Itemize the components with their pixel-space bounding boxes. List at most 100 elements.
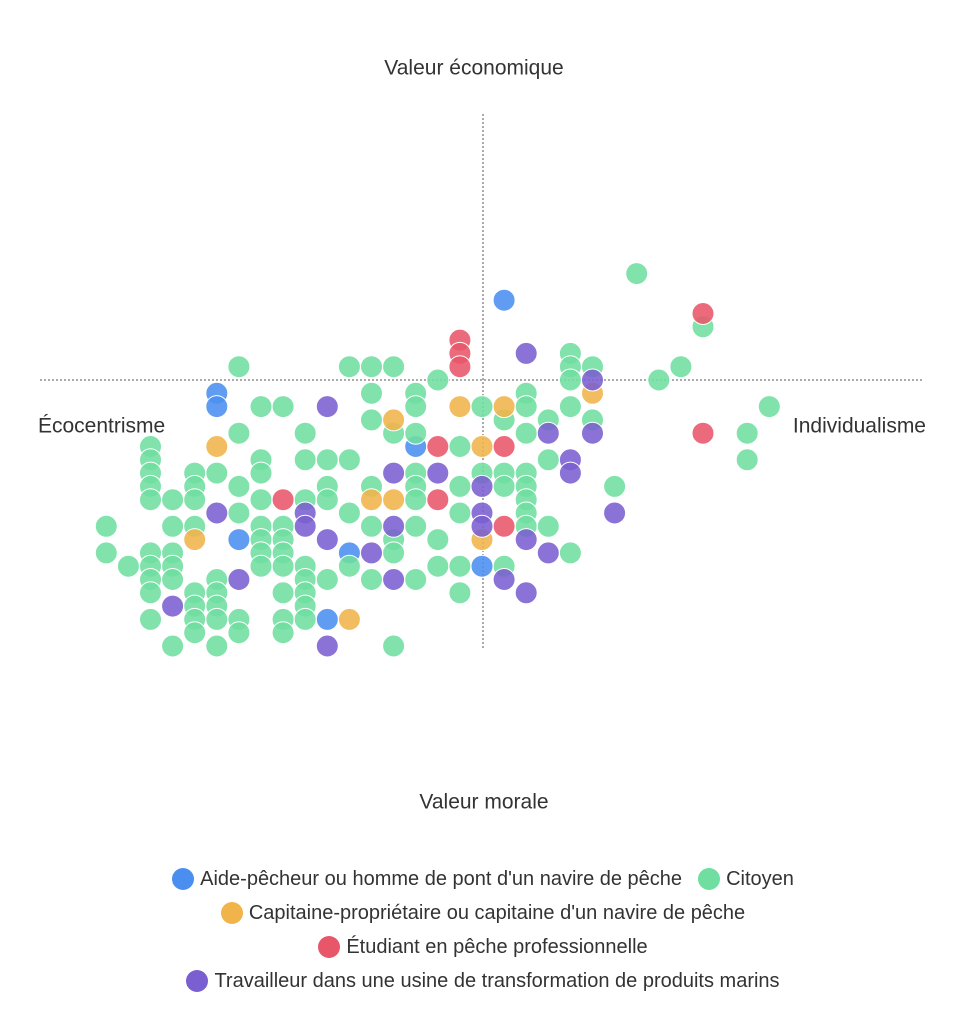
point <box>315 528 339 552</box>
point <box>360 541 383 565</box>
legend-item: Étudiant en pêche professionnelle <box>318 930 648 964</box>
point <box>404 421 428 445</box>
point <box>205 461 229 485</box>
point <box>514 421 538 445</box>
legend-item: Capitaine-propriétaire ou capitaine d'un… <box>220 896 746 930</box>
point <box>337 607 361 631</box>
point <box>492 474 516 498</box>
point <box>448 395 472 419</box>
legend-item: Citoyen <box>698 862 794 896</box>
point <box>161 514 185 538</box>
point <box>315 607 339 631</box>
point <box>337 501 361 525</box>
point <box>227 621 251 645</box>
point <box>249 554 273 578</box>
point <box>647 368 671 392</box>
point <box>139 488 162 512</box>
point <box>470 395 494 419</box>
point <box>514 395 538 419</box>
point <box>448 581 472 605</box>
point <box>492 514 516 538</box>
legend: Aide-pêcheur ou homme de pont d'un navir… <box>123 862 843 998</box>
point <box>271 581 295 605</box>
point <box>360 408 383 432</box>
point <box>735 448 759 472</box>
point <box>360 488 383 512</box>
point <box>536 448 560 472</box>
point <box>271 395 295 419</box>
legend-label: Travailleur dans une usine de transforma… <box>214 969 780 992</box>
point <box>337 448 361 472</box>
points <box>94 262 781 658</box>
point <box>514 528 538 552</box>
point <box>360 568 383 591</box>
point <box>536 421 560 445</box>
point <box>227 474 251 498</box>
point <box>536 514 560 538</box>
point <box>404 488 428 512</box>
left-label: Écocentrisme <box>38 415 165 438</box>
point <box>360 381 383 405</box>
point <box>603 474 627 498</box>
point <box>382 408 406 432</box>
point <box>293 514 317 538</box>
legend-swatch <box>698 868 721 890</box>
point <box>691 302 715 325</box>
point <box>360 355 383 379</box>
legend-item: Aide-pêcheur ou homme de pont d'un navir… <box>172 862 682 896</box>
point <box>249 395 273 419</box>
point <box>514 581 538 605</box>
point <box>470 514 494 538</box>
point <box>205 395 229 419</box>
chart-title: Valeur économique <box>384 57 563 80</box>
point <box>227 501 251 525</box>
point <box>382 514 406 538</box>
point <box>293 448 317 472</box>
point <box>205 501 229 525</box>
point <box>293 421 317 445</box>
point <box>382 488 406 512</box>
legend-swatch <box>318 936 341 958</box>
point <box>94 541 118 565</box>
point <box>161 594 185 618</box>
point <box>382 461 406 485</box>
point <box>382 634 406 658</box>
point <box>315 488 339 512</box>
point <box>757 395 781 419</box>
point <box>558 541 582 565</box>
point <box>94 514 118 538</box>
point <box>382 541 406 565</box>
point <box>448 501 472 525</box>
point <box>315 568 339 591</box>
point <box>271 554 295 578</box>
point <box>669 355 693 379</box>
point <box>337 355 361 379</box>
point <box>293 607 317 631</box>
point <box>426 554 450 578</box>
point <box>227 528 251 552</box>
point <box>205 634 229 658</box>
point <box>536 541 560 565</box>
point <box>116 554 140 578</box>
legend-swatch <box>186 970 209 992</box>
point <box>448 554 472 578</box>
point <box>448 435 472 458</box>
point <box>492 568 516 591</box>
chart: Valeur économique Valeur morale Écocentr… <box>38 57 926 814</box>
legend-label: Capitaine-propriétaire ou capitaine d'un… <box>248 901 746 924</box>
legend-swatch <box>220 902 243 924</box>
right-label: Individualisme <box>793 415 926 438</box>
point <box>470 435 494 458</box>
legend-label: Aide-pêcheur ou homme de pont d'un navir… <box>200 867 683 890</box>
point <box>205 435 229 458</box>
point <box>581 421 604 445</box>
point <box>183 488 207 512</box>
point <box>426 528 450 552</box>
point <box>315 634 339 658</box>
point <box>558 368 582 392</box>
legend-label: Étudiant en pêche professionnelle <box>346 935 648 958</box>
point <box>691 421 715 445</box>
point <box>470 474 494 498</box>
point <box>271 621 295 645</box>
point <box>227 421 251 445</box>
